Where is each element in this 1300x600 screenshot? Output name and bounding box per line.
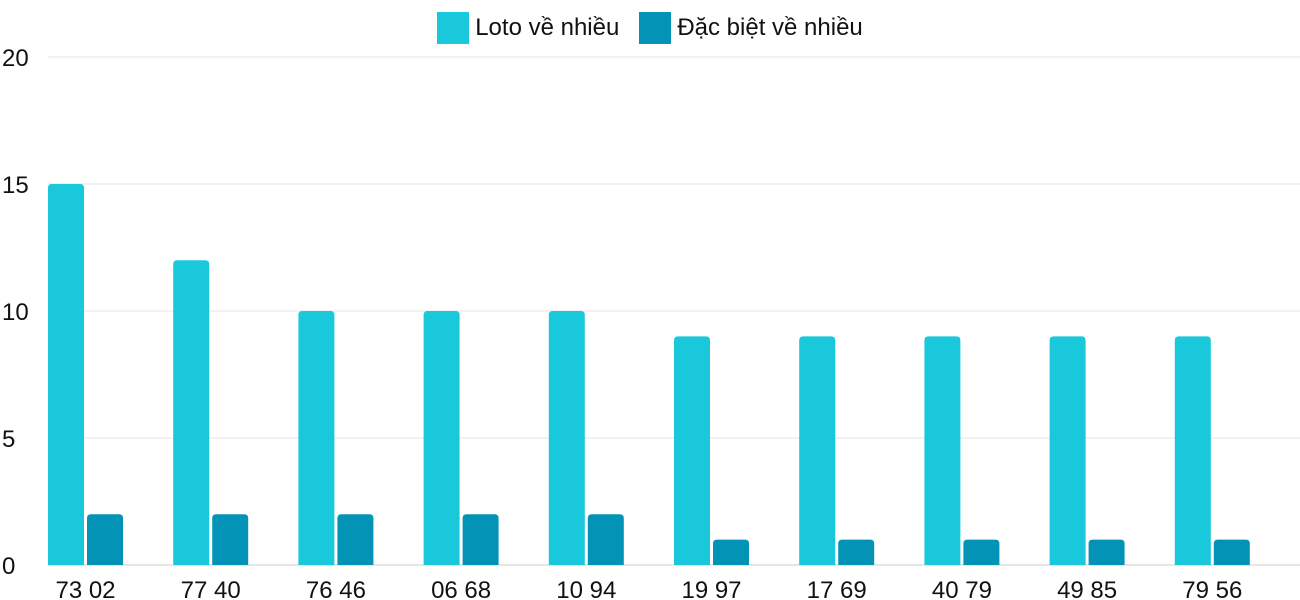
bar-dac-biet	[212, 514, 249, 565]
bar-dac-biet	[963, 539, 1000, 565]
x-tick-label: 40 79	[932, 577, 992, 600]
y-tick-label: 0	[2, 553, 15, 580]
bar-loto	[924, 336, 961, 565]
legend-swatch-loto	[437, 12, 470, 44]
legend-swatch-dac-biet	[639, 12, 672, 44]
bar-dac-biet	[462, 514, 499, 565]
x-tick-label: 19 97	[681, 577, 741, 600]
bar-dac-biet	[713, 539, 749, 565]
x-tick-label: 77 40	[181, 577, 241, 600]
legend-label-loto: Loto về nhiều	[475, 14, 620, 41]
y-tick-label: 10	[2, 299, 29, 326]
bar-loto	[423, 311, 460, 565]
legend: Loto về nhiều Đặc biệt về nhiều	[0, 12, 1300, 44]
bar-loto	[548, 311, 585, 565]
x-tick-label: 17 69	[807, 577, 867, 600]
legend-label-dac-biet: Đặc biệt về nhiều	[677, 14, 863, 41]
bar-loto	[173, 260, 210, 565]
bar-loto	[799, 336, 836, 565]
legend-item-loto[interactable]: Loto về nhiều	[437, 12, 619, 44]
bar-dac-biet	[838, 539, 875, 565]
y-tick-label: 5	[2, 426, 15, 453]
bar-dac-biet	[87, 514, 123, 565]
legend-item-dac-biet[interactable]: Đặc biệt về nhiều	[639, 12, 863, 44]
y-tick-label: 15	[2, 172, 29, 199]
bar-loto	[674, 336, 710, 565]
bar-loto	[1049, 336, 1086, 565]
y-tick-label: 20	[2, 45, 29, 72]
x-tick-label: 06 68	[431, 577, 491, 600]
bar-dac-biet	[1213, 539, 1250, 565]
x-tick-label: 79 56	[1182, 577, 1242, 600]
x-tick-label: 76 46	[306, 577, 366, 600]
bar-loto	[48, 184, 84, 565]
x-tick-label: 49 85	[1057, 577, 1117, 600]
bar-loto	[1174, 336, 1211, 565]
bar-dac-biet	[587, 514, 624, 565]
x-tick-label: 73 02	[55, 577, 115, 600]
bar-loto	[298, 311, 335, 565]
bar-dac-biet	[1088, 539, 1125, 565]
bar-dac-biet	[337, 514, 374, 565]
x-tick-label: 10 94	[556, 577, 616, 600]
